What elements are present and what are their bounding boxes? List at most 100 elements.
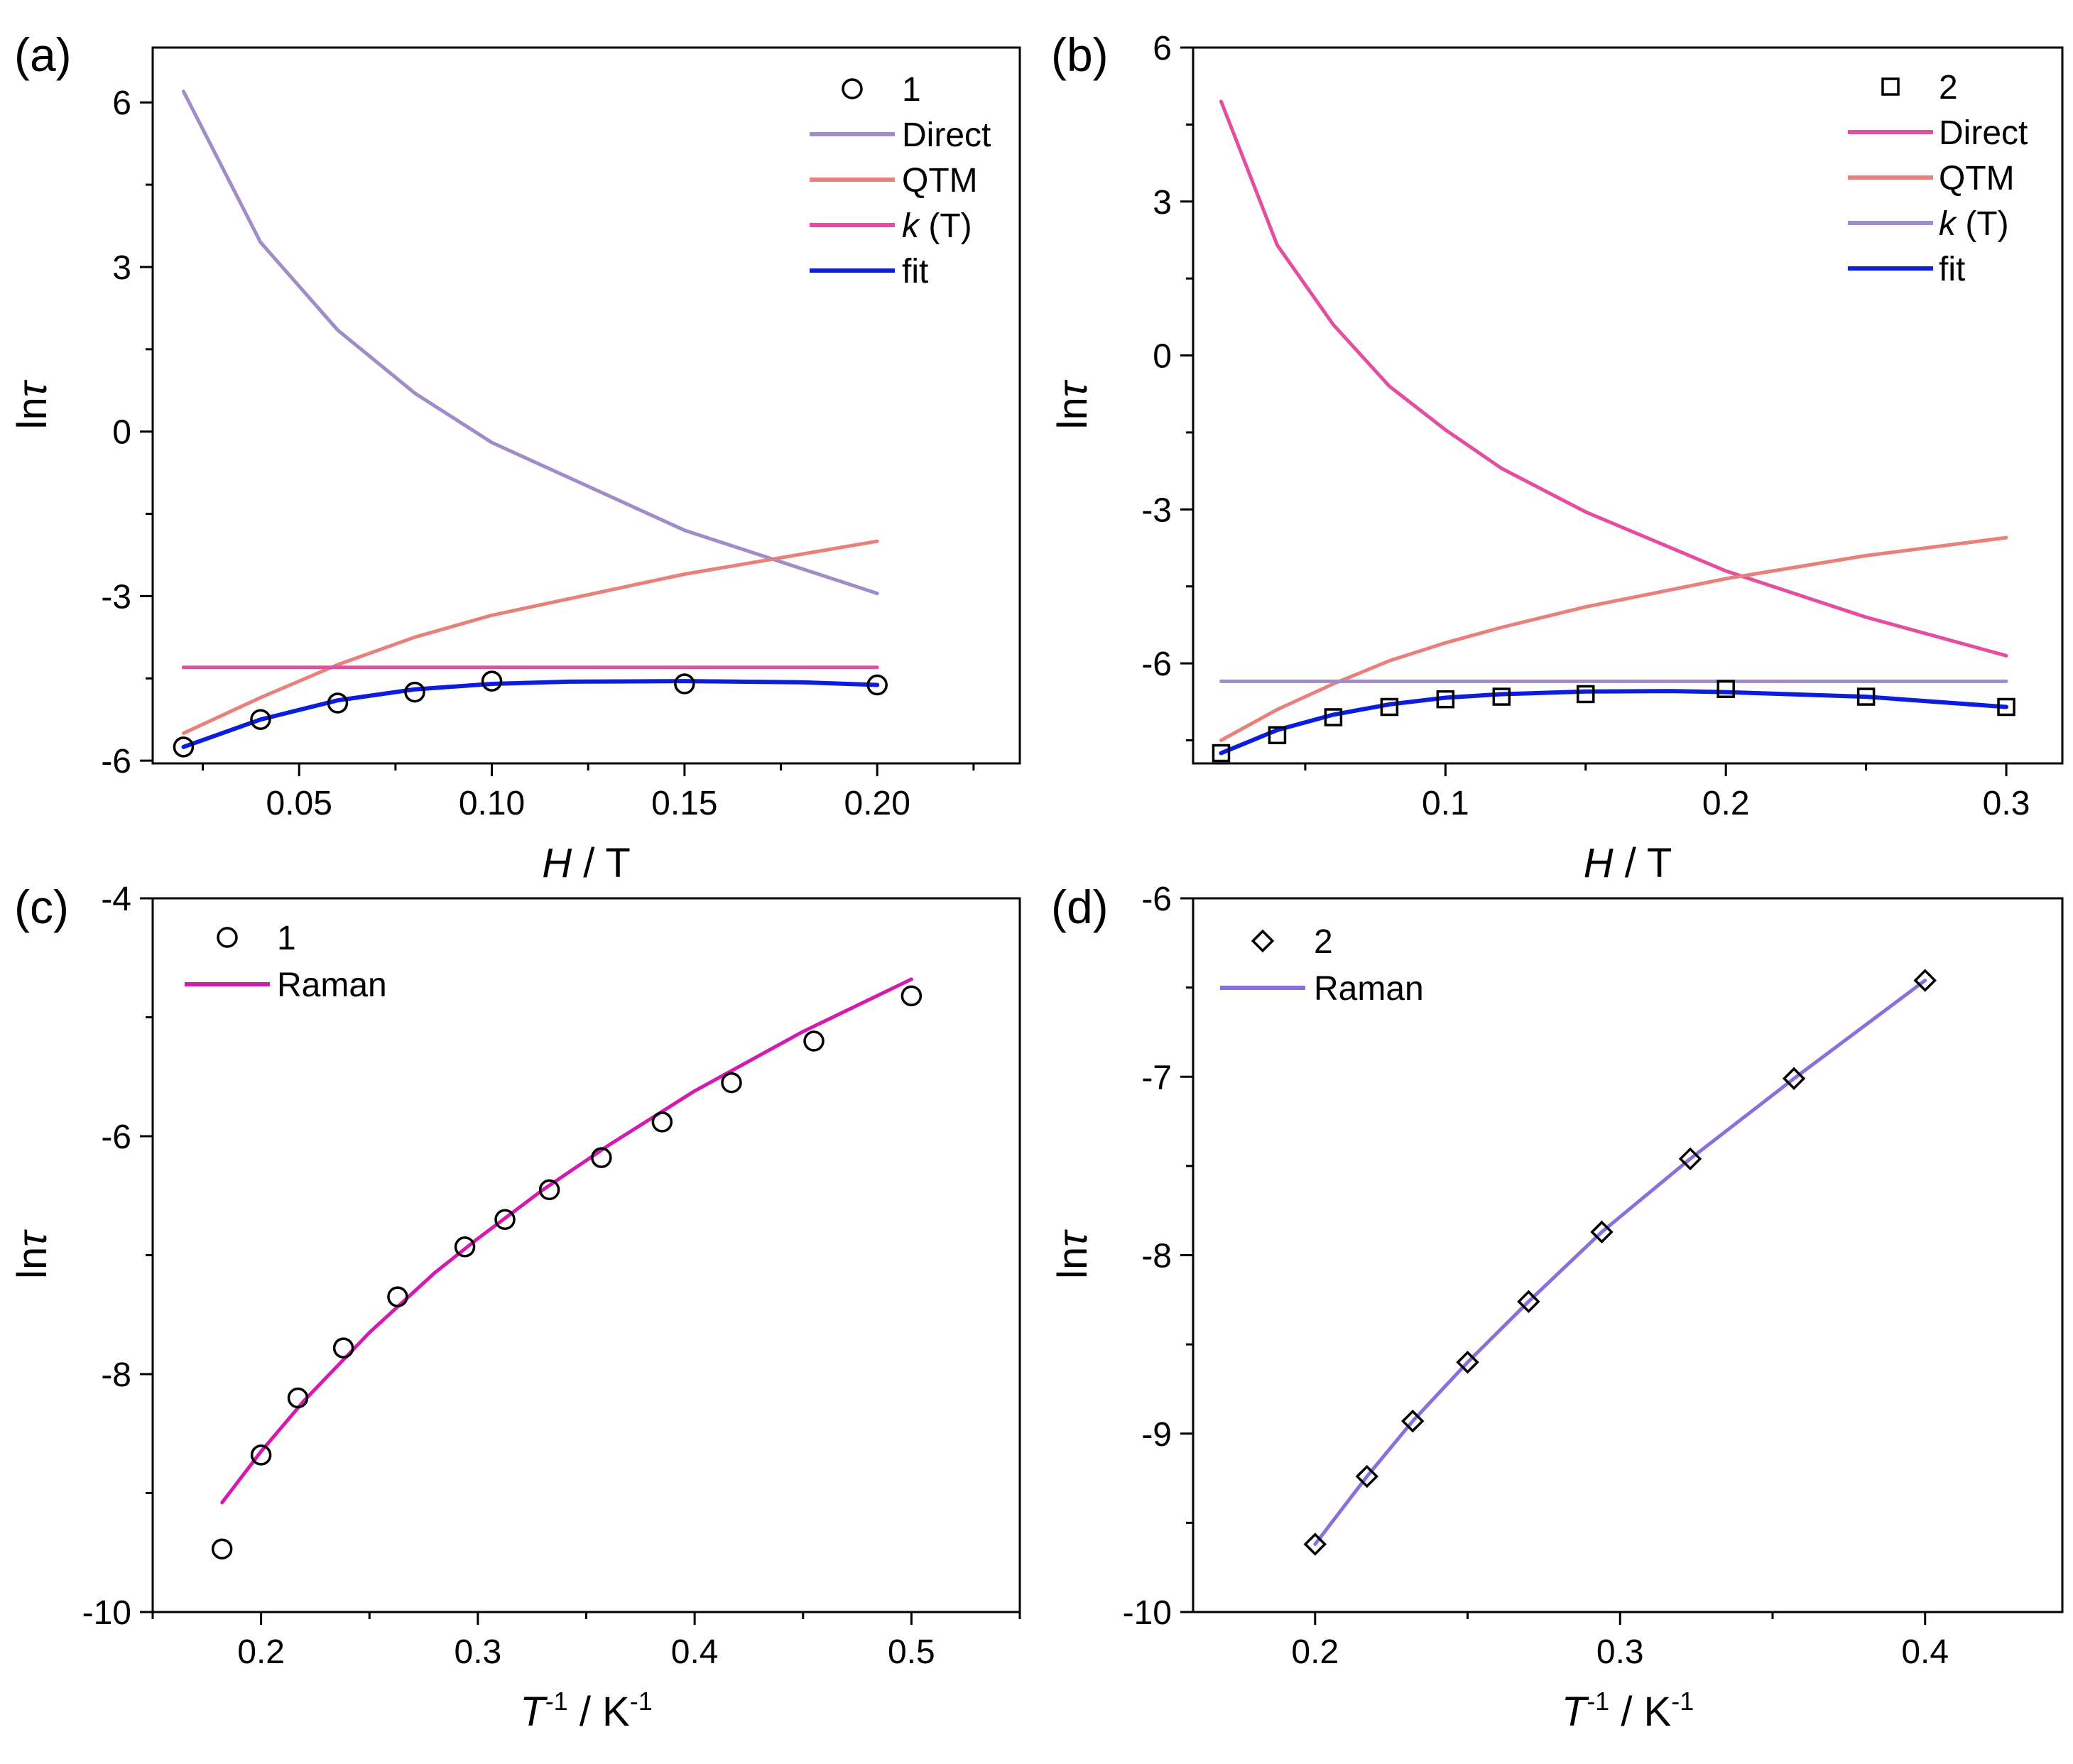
x-axis-title: H / T [542, 840, 631, 886]
legend-label-text: 1 [902, 71, 921, 109]
series-line-fit [181, 679, 880, 749]
data-point-circle [387, 1286, 408, 1307]
y-axis-title-text: ln [1050, 397, 1096, 429]
y-axis-title: lnτ [1050, 379, 1096, 429]
data-point-circle [803, 1030, 825, 1052]
legend: 2 Raman [1220, 923, 1424, 1008]
x-tick-label: 0.05 [266, 785, 332, 822]
data-point-diamond [1517, 1290, 1540, 1314]
legend-label: Raman [277, 967, 387, 1004]
legend-label-italic: k [902, 207, 921, 245]
data-point-circle [866, 674, 888, 696]
y-tick-label: -6 [1141, 646, 1172, 683]
legend-label: QTM [1939, 160, 2015, 197]
data-point-circle [211, 1538, 233, 1559]
x-axis-title-variable: H [542, 840, 572, 886]
data-point-diamond [1303, 1532, 1327, 1556]
y-tick-label: 3 [1153, 184, 1172, 222]
x-tick-label: 0.4 [671, 1633, 719, 1671]
legend-label: k (T) [902, 207, 972, 245]
data-point-square [1436, 690, 1455, 709]
data-point-diamond [1355, 1464, 1379, 1488]
panel-b: 0.1 0.2 0.3 -6 -3 0 3 6 (b) lnτ H / T 2 Direct QTM k (… [1050, 28, 2064, 886]
data-point-diamond [1590, 1220, 1614, 1244]
data-point-square [1856, 687, 1876, 706]
x-axis-title-unit: / K [568, 1689, 630, 1735]
y-axis-title-text: ln [9, 397, 55, 429]
series-line-qtm [1219, 535, 2008, 742]
data-point-square [1492, 687, 1511, 706]
y-axis-title-symbol: τ [1050, 1229, 1096, 1247]
legend-label: k (T) [1939, 205, 2009, 243]
legend-label: 2 [1939, 69, 1958, 107]
y-axis-title-symbol: τ [9, 1229, 55, 1247]
data-point-diamond [1782, 1067, 1806, 1090]
y-axis-title-symbol: τ [1050, 379, 1096, 397]
data-point-square [1716, 680, 1735, 698]
y-tick-label: -7 [1141, 1059, 1172, 1096]
legend-label: Raman [1314, 970, 1424, 1008]
legend-label-text: Direct [902, 116, 991, 154]
legend-label: fit [902, 253, 928, 290]
x-tick-label: 0.2 [237, 1633, 285, 1671]
data-point-square [1324, 708, 1343, 726]
legend-label-text: Direct [1939, 114, 2028, 152]
data-point-circle [332, 1337, 354, 1359]
data-point-circle [250, 709, 271, 730]
legend: 1 Direct QTM k (T) fit [810, 71, 991, 290]
data-point-circle [674, 673, 695, 695]
x-axis-title-unit: / T [1614, 840, 1672, 886]
x-tick-label: 0.20 [844, 785, 910, 822]
legend-label-text: 2 [1314, 923, 1333, 961]
data-point-circle [538, 1179, 560, 1201]
legend-label: 2 [1314, 923, 1333, 961]
y-tick-label: 6 [1153, 30, 1172, 67]
data-point-circle [481, 670, 503, 692]
y-tick-label: 0 [1153, 338, 1172, 376]
y-tick-label: -9 [1141, 1416, 1172, 1454]
legend-label-text: 1 [277, 920, 296, 957]
data-point-square [1997, 697, 2015, 717]
data-point-diamond [1913, 969, 1937, 992]
y-axis-title-text: ln [9, 1247, 55, 1279]
x-tick-label: 0.2 [1291, 1633, 1339, 1671]
y-axis-title: lnτ [1050, 1229, 1096, 1279]
x-tick-label: 0.3 [1983, 785, 2030, 822]
legend-label-text: Raman [1314, 970, 1424, 1008]
panel-label: (c) [14, 881, 69, 933]
y-axis-title-symbol: τ [9, 379, 55, 397]
legend-label-text: QTM [1939, 160, 2015, 197]
y-tick-label: -10 [1123, 1594, 1172, 1632]
x-axis-title-variable: H [1584, 840, 1614, 886]
y-tick-label: -10 [82, 1594, 131, 1632]
legend-label: QTM [902, 162, 978, 200]
legend: 2 Direct QTM k (T) fit [1848, 69, 2028, 288]
y-tick-label: 3 [112, 249, 131, 287]
x-tick-label: 0.2 [1702, 785, 1750, 822]
x-axis-title: T-1 / K-1 [1562, 1687, 1694, 1735]
panel-label: (b) [1051, 28, 1109, 81]
legend-marker [1881, 77, 1900, 96]
data-point-square [1380, 697, 1399, 717]
data-point-circle [591, 1147, 612, 1168]
panel-label: (a) [14, 28, 72, 81]
series-line-direct [181, 89, 879, 596]
legend-marker [842, 78, 863, 99]
x-axis-title: T-1 / K-1 [520, 1687, 653, 1735]
y-tick-label: -8 [101, 1356, 131, 1394]
plot-frame [151, 897, 1021, 1613]
legend-label: fit [1939, 251, 1965, 288]
y-axis-title-text: ln [1050, 1247, 1096, 1279]
legend-label-text: 2 [1939, 69, 1958, 107]
data-point-circle [494, 1209, 516, 1230]
y-tick-label: -6 [1141, 881, 1172, 918]
legend-label: Direct [1939, 114, 2028, 152]
x-axis-title-superscript: -1 [545, 1687, 568, 1716]
legend-label: 1 [902, 71, 921, 109]
legend-label: 1 [277, 920, 296, 957]
legend-label-text: fit [1939, 251, 1965, 288]
data-point-circle [250, 1444, 272, 1466]
data-point-circle [287, 1387, 309, 1409]
